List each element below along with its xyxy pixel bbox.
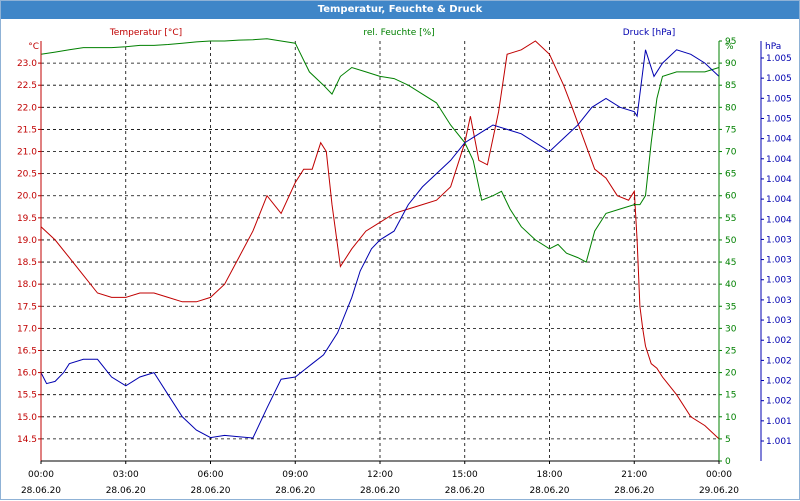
humidity-tick-label: 65 — [725, 170, 736, 180]
humidity-tick-label: 30 — [725, 324, 737, 334]
temperature-tick-label: 16.5 — [17, 346, 37, 356]
humidity-tick-label: 35 — [725, 302, 736, 312]
pressure-tick-label: 1.003 — [766, 316, 792, 326]
temperature-tick-label: 20.5 — [17, 170, 37, 180]
pressure-tick-label: 1.002 — [766, 377, 792, 387]
humidity-tick-label: 75 — [725, 125, 736, 135]
pressure-tick-label: 1.004 — [766, 195, 792, 205]
humidity-tick-label: 15 — [725, 391, 736, 401]
temperature-tick-label: 15.0 — [17, 413, 37, 423]
temperature-line — [40, 40, 720, 440]
temperature-tick-label: 23.0 — [17, 59, 37, 69]
temperature-tick-label: 18.0 — [17, 280, 37, 290]
pressure-tick-label: 1.002 — [766, 397, 792, 407]
time-tick-label: 09:00 — [282, 470, 308, 480]
humidity-tick-label: 20 — [725, 369, 737, 379]
time-tick-label: 00:00 — [706, 470, 732, 480]
pressure-tick-label: 1.005 — [766, 114, 792, 124]
date-tick-label: 28.06.20 — [445, 486, 485, 496]
temperature-tick-label: 16.0 — [17, 369, 37, 379]
date-tick-label: 28.06.20 — [529, 486, 569, 496]
temperature-unit: °C — [28, 42, 39, 52]
temperature-axis-title: Temperatur [°C] — [109, 28, 182, 38]
temperature-tick-label: 21.5 — [17, 125, 37, 135]
humidity-tick-label: 85 — [725, 81, 736, 91]
humidity-axis-title: rel. Feuchte [%] — [363, 28, 434, 38]
pressure-tick-label: 1.005 — [766, 94, 792, 104]
humidity-tick-label: 10 — [725, 413, 737, 423]
temperature-tick-label: 17.5 — [17, 302, 37, 312]
humidity-tick-label: 40 — [725, 280, 737, 290]
humidity-line — [40, 38, 720, 263]
pressure-tick-label: 1.003 — [766, 256, 792, 266]
pressure-tick-label: 1.005 — [766, 54, 792, 64]
time-tick-label: 00:00 — [28, 470, 54, 480]
humidity-tick-label: 90 — [725, 59, 737, 69]
pressure-tick-label: 1.002 — [766, 356, 792, 366]
pressure-tick-label: 1.003 — [766, 276, 792, 286]
date-tick-label: 28.06.20 — [190, 486, 230, 496]
pressure-line — [40, 49, 720, 439]
date-tick-label: 28.06.20 — [614, 486, 654, 496]
temperature-tick-label: 19.0 — [17, 236, 37, 246]
temperature-tick-label: 21.0 — [17, 148, 37, 158]
humidity-tick-label: 80 — [725, 103, 737, 113]
pressure-tick-label: 1.004 — [766, 135, 792, 145]
time-tick-label: 15:00 — [452, 470, 478, 480]
date-tick-label: 28.06.20 — [106, 486, 146, 496]
temperature-tick-label: 15.5 — [17, 391, 37, 401]
pressure-tick-label: 1.001 — [766, 417, 792, 427]
humidity-tick-label: 95 — [725, 37, 736, 47]
temperature-tick-label: 17.0 — [17, 324, 37, 334]
time-tick-label: 06:00 — [198, 470, 224, 480]
pressure-tick-label: 1.003 — [766, 296, 792, 306]
humidity-tick-label: 5 — [725, 435, 731, 445]
window-title: Temperatur, Feuchte & Druck — [1, 1, 799, 19]
temperature-tick-label: 14.5 — [17, 435, 37, 445]
pressure-tick-label: 1.003 — [766, 235, 792, 245]
time-tick-label: 18:00 — [537, 470, 563, 480]
humidity-tick-label: 25 — [725, 346, 736, 356]
temperature-tick-label: 18.5 — [17, 258, 37, 268]
pressure-unit: hPa — [765, 42, 781, 52]
temperature-tick-label: 20.0 — [17, 192, 37, 202]
humidity-axis: 0 5 10 15 20 25 30 35 40 45 50 55 60 65 70 75 80 85 90 95 — [719, 37, 737, 467]
temperature-axis: 14.5 15.0 15.5 16.0 16.5 17.0 17.5 18.0 18.5 19.0… — [17, 59, 41, 445]
series-group — [40, 38, 720, 440]
pressure-tick-label: 1.001 — [766, 437, 792, 447]
pressure-tick-label: 1.004 — [766, 155, 792, 165]
date-tick-label: 29.06.20 — [699, 486, 739, 496]
time-axis: 00:00 28.06.20 03:00 28.06.20 06:00 28.06.20 0… — [21, 461, 739, 496]
time-tick-label: 12:00 — [367, 470, 393, 480]
humidity-tick-label: 55 — [725, 214, 736, 224]
humidity-tick-label: 50 — [725, 236, 737, 246]
temperature-tick-label: 22.0 — [17, 103, 37, 113]
pressure-tick-label: 1.005 — [766, 74, 792, 84]
humidity-tick-label: 45 — [725, 258, 736, 268]
humidity-tick-label: 70 — [725, 148, 737, 158]
time-tick-label: 21:00 — [621, 470, 647, 480]
time-tick-label: 03:00 — [113, 470, 139, 480]
date-tick-label: 28.06.20 — [275, 486, 315, 496]
date-tick-label: 28.06.20 — [360, 486, 400, 496]
humidity-tick-label: 0 — [725, 457, 731, 467]
pressure-axis: 1.005 1.005 1.005 1.005 1.004 1.004 1.004 1.004… — [761, 54, 792, 447]
pressure-axis-title: Druck [hPa] — [623, 28, 676, 38]
humidity-unit: % — [725, 42, 734, 52]
humidity-tick-label: 60 — [725, 192, 737, 202]
pressure-tick-label: 1.004 — [766, 215, 792, 225]
temperature-tick-label: 19.5 — [17, 214, 37, 224]
pressure-tick-label: 1.002 — [766, 336, 792, 346]
pressure-tick-label: 1.004 — [766, 175, 792, 185]
date-tick-label: 28.06.20 — [21, 486, 61, 496]
temperature-tick-label: 22.5 — [17, 81, 37, 91]
